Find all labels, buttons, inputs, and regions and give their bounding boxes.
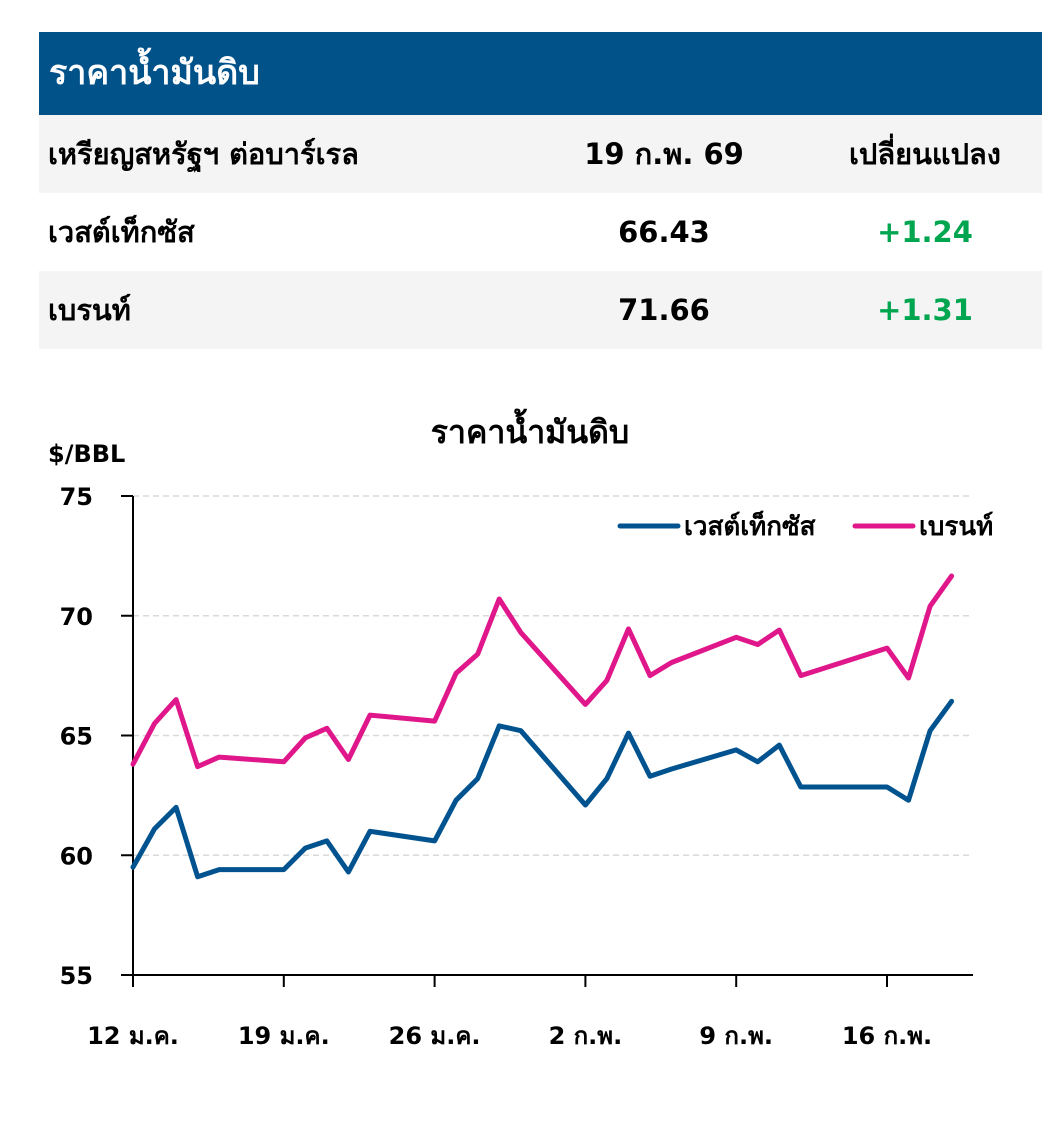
- table-header-row: เหรียญสหรัฐฯ ต่อบาร์เรล 19 ก.พ. 69 เปลี่…: [39, 115, 1042, 193]
- x-tick-label: 2 ก.พ.: [549, 1022, 623, 1050]
- table-row: เวสต์เท็กซัส 66.43 +1.24: [39, 193, 1042, 271]
- date-header: 19 ก.พ. 69: [584, 137, 744, 171]
- y-tick-label: 55: [60, 962, 93, 990]
- legend-label: เวสต์เท็กซัส: [684, 510, 816, 542]
- y-axis-label: $/BBL: [48, 440, 125, 468]
- oil-price: 71.66: [618, 293, 710, 327]
- y-tick-label: 70: [60, 603, 93, 631]
- x-tick-label: 26 ม.ค.: [389, 1022, 481, 1050]
- series-line: [130, 573, 955, 770]
- table-row: เบรนท์ 71.66 +1.31: [39, 271, 1042, 349]
- x-tick-label: 19 ม.ค.: [238, 1022, 330, 1050]
- oil-name: เบรนท์: [48, 293, 131, 327]
- y-tick-label: 65: [60, 723, 93, 751]
- table-title: ราคาน้ำมันดิบ: [39, 32, 1042, 115]
- change-header: เปลี่ยนแปลง: [849, 137, 1001, 171]
- y-tick-label: 75: [60, 483, 93, 511]
- x-tick-label: 12 ม.ค.: [87, 1022, 179, 1050]
- oil-price: 66.43: [618, 215, 710, 249]
- y-tick-label: 60: [60, 842, 93, 870]
- legend-label: เบรนท์: [919, 511, 993, 542]
- series-line: [130, 698, 955, 880]
- x-tick-label: 16 ก.พ.: [842, 1022, 932, 1050]
- oil-name: เวสต์เท็กซัส: [48, 215, 195, 249]
- x-tick-label: 9 ก.พ.: [699, 1022, 773, 1050]
- chart-title: ราคาน้ำมันดิบ: [431, 408, 629, 451]
- oil-change: +1.31: [877, 293, 973, 327]
- unit-header: เหรียญสหรัฐฯ ต่อบาร์เรล: [48, 137, 359, 171]
- oil-change: +1.24: [877, 215, 973, 249]
